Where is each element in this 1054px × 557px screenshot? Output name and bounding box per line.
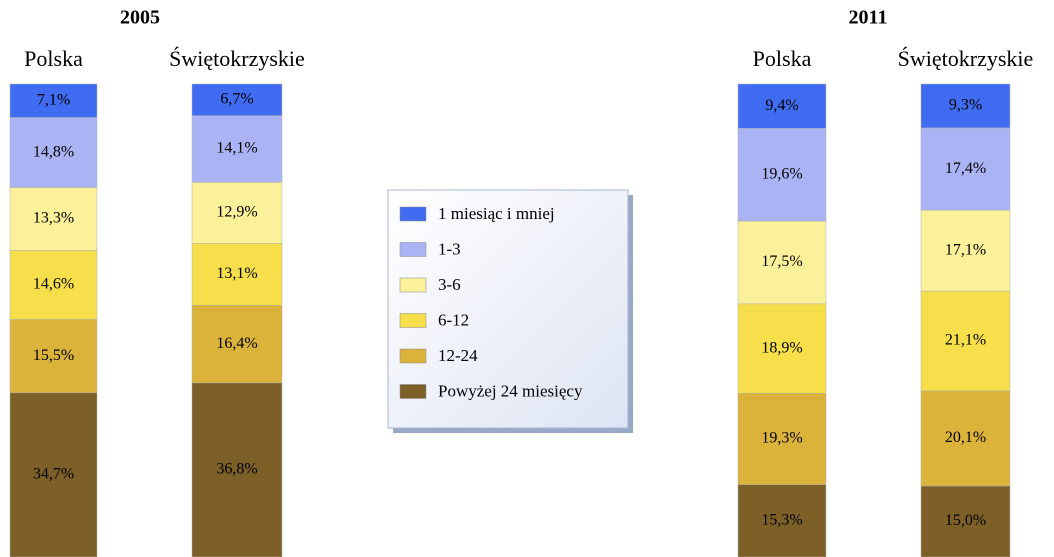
bar-segment [737, 83, 827, 129]
panel-title: 2011 [849, 7, 888, 29]
data-label: 15,0% [945, 512, 986, 529]
data-label: 14,6% [33, 276, 74, 293]
data-label: 14,1% [216, 140, 257, 157]
legend-swatch [399, 384, 427, 399]
data-label: 12,9% [216, 204, 257, 221]
panel-title: 2005 [120, 7, 160, 29]
legend-swatch [399, 348, 427, 364]
legend-label: 3-6 [438, 275, 461, 294]
data-label: 17,4% [945, 160, 986, 177]
data-label: 20,1% [945, 429, 986, 446]
legend-label: 12-24 [438, 346, 478, 365]
bar-segment [9, 319, 98, 394]
data-label: 13,3% [33, 210, 74, 227]
category-label: Świętokrzyskie [169, 46, 305, 71]
bar-segment [191, 382, 283, 557]
data-label: 36,8% [216, 461, 257, 478]
data-label: 17,1% [945, 241, 986, 258]
data-label: 19,6% [761, 165, 802, 182]
data-label: 9,3% [949, 97, 982, 114]
category-label: Świętokrzyskie [898, 46, 1034, 71]
legend-swatch [399, 277, 427, 293]
data-label: 16,4% [216, 335, 257, 352]
bar-segment [920, 290, 1011, 392]
category-label: Polska [753, 46, 812, 71]
bar-segment [737, 303, 827, 394]
bar-segment [920, 83, 1011, 129]
legend-box [387, 189, 629, 429]
data-label: 14,8% [33, 143, 74, 160]
legend-label: Powyżej 24 miesięcy [438, 381, 583, 400]
bar-segment [920, 390, 1011, 487]
data-label: 9,4% [765, 97, 798, 114]
data-label: 19,3% [761, 430, 802, 447]
data-label: 17,5% [761, 253, 802, 270]
data-label: 34,7% [33, 466, 74, 483]
legend-swatch [399, 242, 427, 257]
legend-swatch [399, 313, 427, 328]
bar-segment [920, 210, 1011, 292]
bar-segment [9, 392, 98, 557]
bar-segment [920, 127, 1011, 211]
data-label: 13,1% [216, 265, 257, 282]
bar-segment [737, 220, 827, 305]
legend-label: 1 miesiąc i mniej [438, 204, 555, 223]
legend-label: 6-12 [438, 310, 469, 329]
bar-segment [920, 485, 1011, 557]
bar-segment [737, 393, 827, 485]
data-label: 21,1% [945, 332, 986, 349]
bar-segment [9, 187, 98, 251]
data-label: 18,9% [761, 339, 802, 356]
data-label: 6,7% [220, 91, 253, 108]
bar-segment [191, 83, 283, 116]
bar-segment [191, 115, 283, 183]
data-label: 15,5% [33, 347, 74, 364]
bar-segment [191, 182, 283, 244]
category-label: Polska [24, 46, 83, 71]
bar-segment [737, 128, 827, 222]
bar-segment [9, 83, 98, 118]
data-label: 15,3% [761, 511, 802, 528]
legend-swatch [399, 206, 427, 222]
bar-segment [191, 305, 283, 384]
bar-segment [737, 484, 827, 557]
legend-label: 1-3 [438, 239, 461, 258]
bar-segment [9, 117, 98, 188]
data-label: 7,1% [37, 91, 70, 108]
